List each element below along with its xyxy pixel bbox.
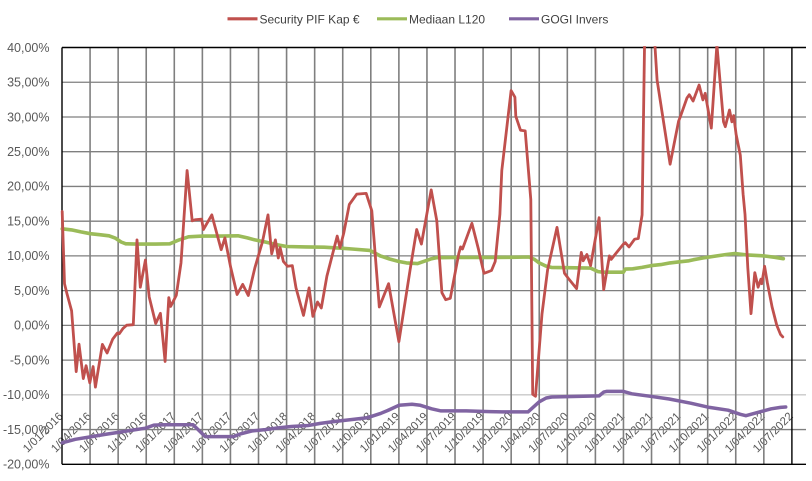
svg-text:-20,00%: -20,00% (3, 458, 50, 472)
svg-text:Mediaan L120: Mediaan L120 (409, 13, 485, 27)
svg-text:25,00%: 25,00% (7, 145, 49, 159)
svg-text:0,00%: 0,00% (14, 319, 49, 333)
svg-text:Security PIF Kap €: Security PIF Kap € (260, 13, 360, 27)
svg-text:GOGI Invers: GOGI Invers (541, 13, 608, 27)
svg-text:35,00%: 35,00% (7, 76, 49, 90)
svg-text:40,00%: 40,00% (7, 41, 49, 55)
svg-text:20,00%: 20,00% (7, 180, 49, 194)
svg-text:10,00%: 10,00% (7, 249, 49, 263)
svg-text:-5,00%: -5,00% (10, 353, 50, 367)
svg-text:-10,00%: -10,00% (3, 388, 50, 402)
svg-text:5,00%: 5,00% (14, 284, 49, 298)
svg-text:-15,00%: -15,00% (3, 423, 50, 437)
svg-text:15,00%: 15,00% (7, 215, 49, 229)
svg-text:30,00%: 30,00% (7, 110, 49, 124)
